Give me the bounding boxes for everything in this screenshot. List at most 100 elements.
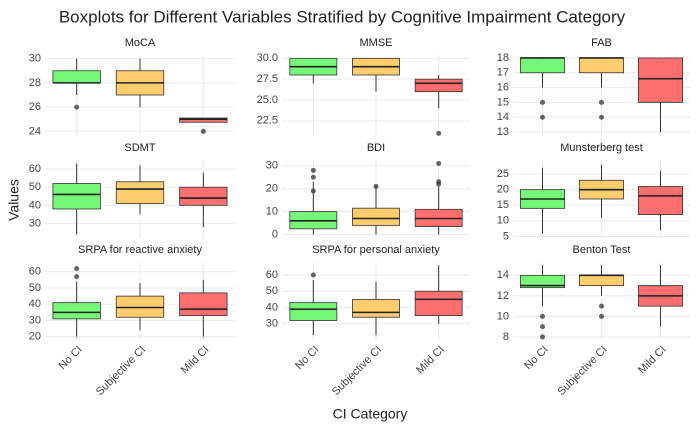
outlier <box>74 274 80 280</box>
y-tick-label: 50 <box>266 285 278 297</box>
box <box>637 57 684 103</box>
panel-title: SDMT <box>124 142 155 154</box>
panel-title: BDI <box>367 142 385 154</box>
outlier <box>310 174 316 180</box>
box <box>352 207 400 226</box>
box <box>52 70 101 84</box>
y-tick-label: 0 <box>272 228 278 240</box>
x-tick-label: No CI <box>293 344 321 372</box>
box <box>52 183 101 210</box>
y-tick-label: 13 <box>497 126 509 138</box>
outlier <box>310 272 316 278</box>
box <box>179 117 228 123</box>
outlier <box>436 179 442 185</box>
x-tick-label: Mild CI <box>179 344 212 377</box>
outlier <box>599 99 604 105</box>
y-tick-label: 14 <box>497 111 509 123</box>
y-tick-label: 26 <box>29 101 41 113</box>
outlier <box>540 313 545 319</box>
y-tick-label: 5 <box>503 230 509 242</box>
y-tick-label: 30 <box>29 314 41 326</box>
x-tick-label: Mild CI <box>636 344 669 377</box>
y-tick-label: 40 <box>266 301 278 313</box>
y-tick-label: 60 <box>266 269 278 281</box>
box <box>414 78 463 93</box>
box <box>414 290 463 317</box>
outlier <box>599 114 604 120</box>
y-tick-label: 25 <box>497 168 509 180</box>
chart-title: Boxplots for Different Variables Stratif… <box>59 7 626 26</box>
y-tick-label: 20 <box>29 331 41 343</box>
y-tick-label: 40 <box>29 298 41 310</box>
y-tick-label: 12 <box>497 290 509 302</box>
y-tick-label: 60 <box>29 266 41 278</box>
panel-title: Benton Test <box>573 244 631 256</box>
y-tick-label: 30 <box>266 160 278 172</box>
y-tick-label: 14 <box>497 269 509 281</box>
y-tick-label: 25.0 <box>257 94 278 106</box>
box <box>578 274 625 287</box>
x-tick-label: No CI <box>56 344 84 372</box>
y-tick-label: 17 <box>497 67 509 79</box>
box <box>289 302 338 321</box>
y-tick-label: 15 <box>497 199 509 211</box>
outlier <box>74 266 80 271</box>
outlier <box>436 130 442 136</box>
y-tick-label: 60 <box>29 163 41 175</box>
box <box>519 274 566 289</box>
outlier <box>310 167 316 173</box>
outlier <box>540 114 545 120</box>
x-axis-label: CI Category <box>333 406 408 422</box>
box <box>115 295 165 318</box>
panel-title: Munsterberg test <box>560 142 643 154</box>
y-tick-label: 24 <box>29 125 41 137</box>
panel-title: FAB <box>591 37 612 49</box>
y-tick-label: 50 <box>29 181 41 193</box>
box <box>637 186 684 216</box>
y-tick-label: 8 <box>503 331 509 343</box>
x-tick-label: Mild CI <box>414 344 447 377</box>
y-tick-label: 40 <box>29 199 41 211</box>
y-tick-label: 50 <box>29 282 41 294</box>
y-tick-label: 22.5 <box>257 115 278 127</box>
outlier <box>540 99 545 105</box>
outlier <box>436 160 442 166</box>
outlier <box>599 303 604 309</box>
box <box>352 298 400 318</box>
panel-title: MoCA <box>125 37 156 49</box>
y-tick-label: 30.0 <box>257 52 278 64</box>
box <box>179 186 228 206</box>
box <box>52 302 101 320</box>
box <box>179 292 228 317</box>
outlier <box>540 334 545 340</box>
y-axis-label: Values <box>6 179 22 221</box>
x-tick-label: Subjective CI <box>94 344 148 398</box>
y-tick-label: 10 <box>497 215 509 227</box>
box <box>578 57 625 74</box>
panel-title: SRPA for personal anxiety <box>312 244 440 256</box>
y-tick-label: 18 <box>497 52 509 64</box>
box <box>115 181 165 204</box>
outlier <box>373 183 379 189</box>
y-tick-label: 20 <box>497 184 509 196</box>
outlier <box>74 104 80 110</box>
box <box>519 57 566 74</box>
outlier <box>310 188 316 194</box>
x-tick-label: Subjective CI <box>555 344 609 398</box>
y-tick-label: 20 <box>266 183 278 195</box>
panel-title: MMSE <box>360 37 393 49</box>
y-tick-label: 16 <box>497 81 509 93</box>
y-tick-label: 10 <box>497 310 509 322</box>
outlier <box>540 324 545 330</box>
panel-title: SRPA for reactive anxiety <box>78 244 202 256</box>
y-tick-label: 28 <box>29 77 41 89</box>
x-tick-label: Subjective CI <box>330 344 384 398</box>
y-tick-label: 30 <box>29 217 41 229</box>
y-tick-label: 10 <box>266 206 278 218</box>
outlier <box>599 313 604 319</box>
outlier <box>200 128 206 134</box>
x-tick-label: No CI <box>522 344 550 372</box>
y-tick-label: 15 <box>497 96 509 108</box>
y-tick-label: 30 <box>29 53 41 65</box>
